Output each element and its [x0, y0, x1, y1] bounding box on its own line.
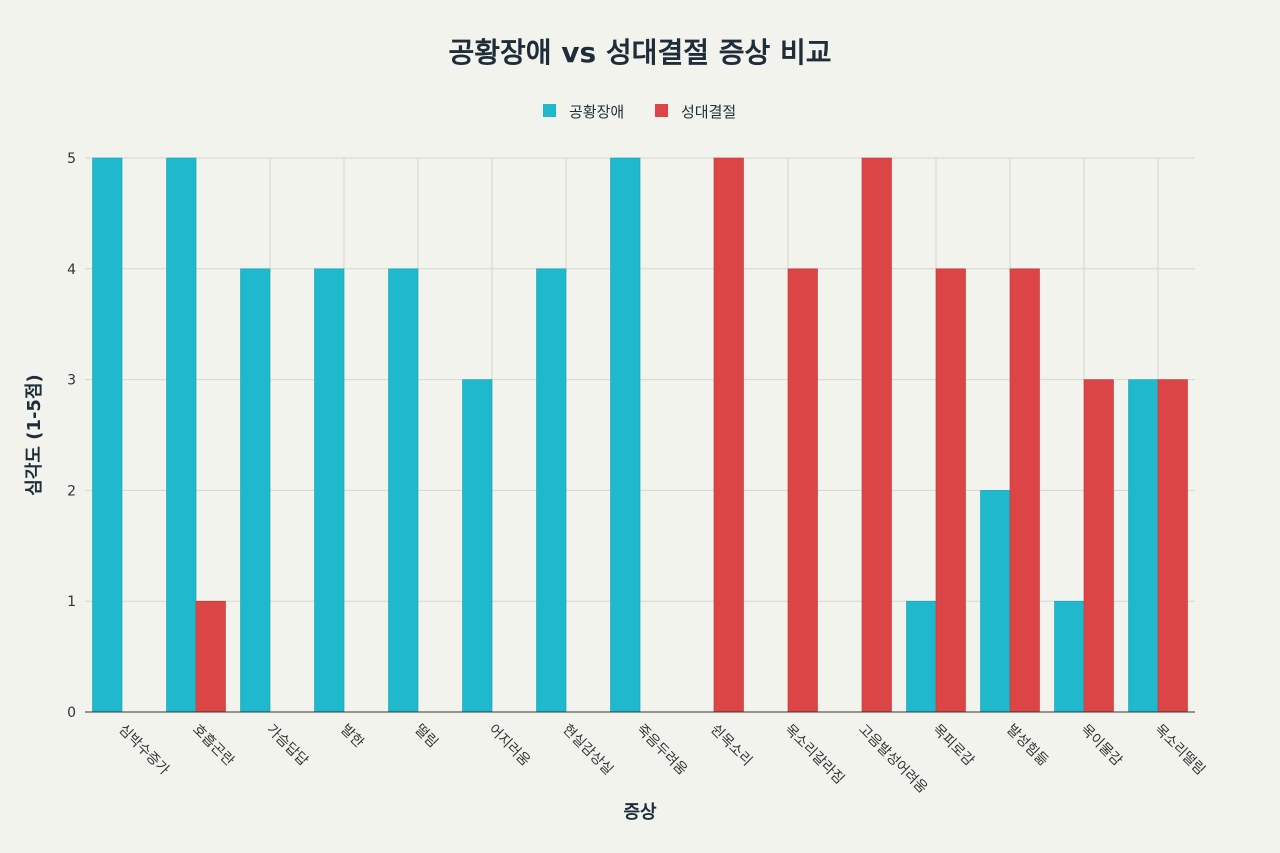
legend-label-nodule: 성대결절 [681, 103, 736, 121]
x-tick-label: 발한 [337, 722, 367, 752]
x-tick-label: 죽음두려움 [633, 722, 690, 779]
x-tick-label: 호흡곤란 [189, 722, 237, 770]
bar-panic-11[interactable] [906, 600, 937, 713]
y-tick-label: 0 [67, 705, 76, 721]
bar-panic-5[interactable] [462, 379, 493, 713]
bar-nodule-13[interactable] [1083, 379, 1114, 713]
bar-nodule-10[interactable] [861, 157, 892, 713]
chart-title: 공황장애 vs 성대결절 증상 비교 [448, 36, 831, 69]
x-tick-label: 어지러움 [485, 722, 533, 770]
x-tick-label: 심박수증가 [115, 722, 172, 779]
x-tick-label: 쉰목소리 [707, 722, 755, 770]
x-axis-title: 증상 [623, 802, 657, 823]
legend: 공황장애 성대결절 [543, 103, 736, 121]
y-tick-label: 3 [67, 373, 76, 389]
bar-nodule-8[interactable] [713, 157, 744, 713]
y-tick-label: 2 [67, 483, 76, 499]
y-tick-label: 1 [67, 594, 76, 610]
x-axis-ticks: 심박수증가 호흡곤란 가슴답답 발한 떨림 어지러움 현실감상실 죽음두려움 쉰목소리 목소리갈라… [115, 722, 1208, 797]
bar-panic-13[interactable] [1054, 600, 1085, 713]
x-tick-label: 고음발성어려움 [855, 722, 930, 797]
legend-swatch-nodule [655, 104, 668, 117]
bar-nodule-1[interactable] [195, 600, 226, 713]
bar-nodule-12[interactable] [1009, 268, 1040, 713]
x-tick-label: 떨림 [411, 722, 441, 752]
bar-panic-12[interactable] [980, 490, 1011, 713]
legend-swatch-panic [543, 104, 556, 117]
bar-nodule-11[interactable] [935, 268, 966, 713]
x-tick-label: 현실감상실 [559, 722, 616, 779]
x-tick-label: 목이물감 [1077, 722, 1125, 770]
bar-nodule-9[interactable] [787, 268, 818, 713]
x-tick-label: 목피로감 [929, 722, 977, 770]
y-axis-ticks: 0 1 2 3 4 5 [67, 151, 76, 721]
x-tick-label: 목소리떨림 [1151, 722, 1208, 779]
bar-panic-1[interactable] [166, 157, 197, 713]
bar-panic-6[interactable] [536, 268, 567, 713]
y-axis-title: 심각도 (1-5점) [24, 374, 45, 495]
legend-label-panic: 공황장애 [569, 103, 624, 121]
x-tick-label: 발성힘듦 [1003, 722, 1051, 770]
bar-panic-3[interactable] [314, 268, 345, 713]
legend-item-panic[interactable]: 공황장애 [543, 103, 624, 121]
bar-panic-4[interactable] [388, 268, 419, 713]
bar-panic-7[interactable] [610, 157, 641, 713]
x-tick-label: 목소리갈라짐 [781, 722, 847, 788]
bar-panic-0[interactable] [92, 157, 123, 713]
bar-nodule-14[interactable] [1157, 379, 1188, 713]
bar-panic-14[interactable] [1128, 379, 1159, 713]
legend-item-nodule[interactable]: 성대결절 [655, 103, 736, 121]
bars [92, 157, 1188, 713]
bar-panic-2[interactable] [240, 268, 271, 713]
y-tick-label: 4 [67, 262, 76, 278]
x-tick-label: 가슴답답 [263, 722, 311, 770]
y-tick-label: 5 [67, 151, 76, 167]
